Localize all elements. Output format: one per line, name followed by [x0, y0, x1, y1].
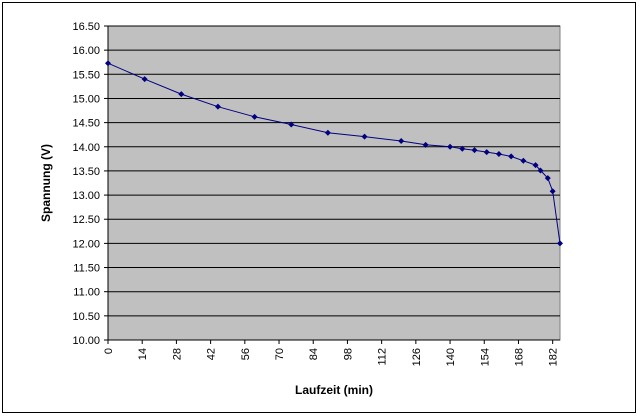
y-tick-label: 10.50 [72, 311, 100, 323]
y-tick-label: 11.00 [73, 287, 100, 299]
data-point [422, 141, 429, 148]
data-point [544, 175, 551, 182]
data-point [471, 147, 478, 154]
x-axis-title: Laufzeit (min) [295, 383, 373, 397]
data-point [537, 167, 544, 174]
x-tick-label: 112 [377, 348, 389, 366]
x-tick-label: 70 [274, 348, 286, 360]
y-tick-label: 12.50 [72, 214, 100, 226]
x-tick-label: 0 [103, 348, 115, 354]
data-point [557, 240, 563, 247]
x-tick-label: 42 [206, 348, 218, 360]
data-point [251, 113, 258, 120]
data-point [549, 188, 556, 195]
y-tick-label: 11.50 [73, 263, 100, 275]
data-point [495, 151, 502, 158]
data-points [105, 60, 563, 247]
y-tick-label: 13.00 [72, 190, 100, 202]
y-tick-label: 16.00 [72, 45, 100, 57]
x-tick-label: 154 [479, 348, 491, 366]
x-tick-label: 126 [411, 348, 423, 366]
y-axis-title: Spannung (V) [39, 144, 53, 222]
y-axis: 10.00 10.50 11.00 11.50 12.00 12.50 13.00 13.50… [72, 21, 108, 347]
y-tick-label: 16.50 [72, 21, 100, 33]
y-tick-label: 14.50 [72, 118, 100, 130]
x-tick-label: 182 [548, 348, 560, 366]
data-point [361, 133, 368, 140]
data-point [324, 129, 331, 136]
data-point [178, 91, 185, 98]
series-line [107, 62, 561, 244]
data-point [520, 157, 527, 164]
x-tick-label: 28 [171, 348, 183, 360]
data-point [483, 149, 490, 156]
y-tick-label: 10.00 [72, 335, 100, 347]
y-tick-label: 15.50 [72, 69, 100, 81]
x-tick-label: 56 [240, 348, 252, 360]
data-point [105, 60, 111, 67]
data-point [141, 76, 148, 83]
y-tick-label: 14.00 [72, 142, 100, 154]
data-point [214, 103, 221, 110]
data-point [398, 137, 405, 144]
x-tick-label: 168 [513, 348, 525, 366]
data-point [459, 145, 466, 152]
x-tick-label: 84 [308, 348, 320, 360]
x-tick-label: 140 [445, 348, 457, 366]
x-tick-label: 98 [342, 348, 354, 360]
data-point [508, 153, 515, 160]
y-tick-label: 13.50 [72, 166, 100, 178]
data-point [288, 121, 295, 128]
data-point [532, 162, 539, 169]
plot-area [107, 25, 561, 341]
y-tick-label: 15.00 [72, 93, 100, 105]
data-point [447, 143, 454, 150]
y-tick-label: 12.00 [72, 238, 100, 250]
x-tick-label: 14 [137, 348, 149, 360]
x-axis: 0 14 28 42 56 70 84 98 112 126 140 154 168 182 [103, 26, 560, 366]
